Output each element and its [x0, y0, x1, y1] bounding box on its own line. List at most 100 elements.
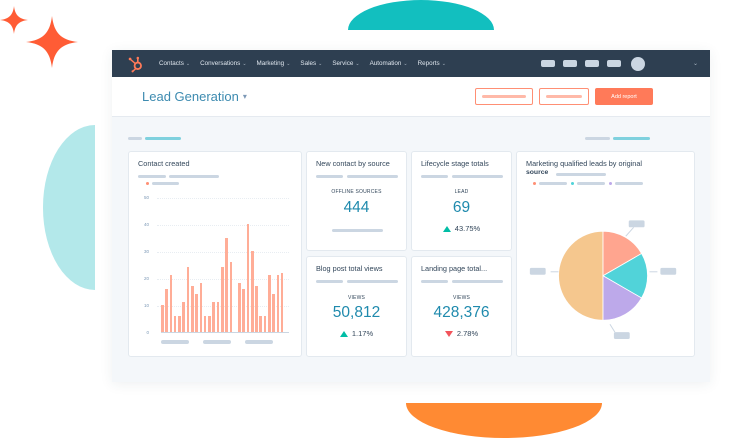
caret-down-icon: ▾ [242, 92, 247, 101]
bar[interactable] [208, 315, 211, 332]
bar[interactable] [165, 288, 168, 332]
nav-conversations[interactable]: Conversations ⌄ [200, 60, 246, 67]
bar[interactable] [250, 251, 254, 332]
button-label-placeholder [482, 95, 526, 98]
bar[interactable] [220, 267, 224, 332]
card-contact-created[interactable]: Contact created 50 40 30 20 10 0 [128, 151, 302, 357]
nav-service-label: Service [332, 60, 354, 67]
y-tick: 40 [143, 222, 149, 227]
x-axis-label-placeholder [245, 340, 273, 344]
stat-value: 428,376 [433, 304, 490, 321]
card-lifecycle-stage-totals[interactable]: Lifecycle stage totals LEAD 69 43.75% [411, 151, 512, 251]
date-range-filter[interactable] [145, 137, 181, 140]
stat-change: 1.17% [307, 329, 406, 338]
view-filter[interactable] [613, 137, 650, 140]
trend-up-icon [442, 225, 451, 232]
nav-utility-button-3[interactable] [584, 60, 599, 67]
subtitle-placeholder [138, 175, 166, 178]
sparkle-small-icon [0, 6, 28, 34]
pie-slice-source-d [558, 230, 604, 321]
bar[interactable] [178, 315, 181, 332]
button-label-placeholder [546, 95, 582, 98]
legend-dot-source-b [571, 182, 574, 185]
y-tick: 30 [143, 249, 149, 254]
bar[interactable] [255, 286, 258, 332]
nav-sales-label: Sales [300, 60, 317, 67]
bar[interactable] [182, 302, 185, 332]
subtitle-placeholder [316, 280, 343, 283]
bar[interactable] [276, 275, 280, 332]
nav-reports-label: Reports [417, 60, 440, 67]
card-mql-by-source[interactable]: Marketing qualified leads by original so… [516, 151, 695, 357]
bar[interactable] [272, 294, 275, 332]
stat-footer-placeholder [332, 229, 383, 232]
nav-utility-button-4[interactable] [606, 60, 621, 67]
light-teal-half-circle-decoration [43, 125, 95, 290]
nav-sales[interactable]: Sales ⌄ [300, 60, 322, 67]
legend-label-placeholder[interactable] [615, 182, 643, 185]
card-title: New contact by source [316, 159, 390, 168]
stat-label: OFFLINE SOURCES [331, 189, 382, 195]
teal-half-circle-decoration [348, 0, 494, 30]
nav-utility-button-2[interactable] [562, 60, 577, 67]
bar[interactable] [161, 305, 164, 332]
bar[interactable] [259, 315, 263, 332]
bar[interactable] [225, 237, 228, 332]
chevron-down-icon: ⌄ [286, 60, 291, 67]
bar[interactable] [229, 261, 233, 332]
legend-dot-source-a [533, 182, 536, 185]
nav-contacts[interactable]: Contacts ⌄ [159, 60, 190, 67]
stat-change: 43.75% [412, 224, 511, 233]
bar[interactable] [280, 272, 284, 332]
y-tick: 0 [146, 330, 149, 335]
bar[interactable] [242, 288, 245, 332]
chevron-down-icon: ⌄ [242, 60, 247, 67]
subtitle-placeholder [556, 173, 606, 176]
bar[interactable] [216, 302, 220, 332]
bar[interactable] [173, 315, 177, 332]
chevron-down-icon: ⌄ [318, 60, 323, 67]
card-blog-post-total-views[interactable]: Blog post total views VIEWS 50,812 1.17% [306, 256, 407, 357]
add-report-button[interactable]: Add report [595, 88, 653, 105]
legend-label-placeholder[interactable] [577, 182, 605, 185]
dashboard-selector[interactable]: Lead Generation ▾ [142, 89, 247, 104]
account-chevron-down-icon[interactable]: ⌄ [692, 61, 698, 67]
nav-utility-button-1[interactable] [540, 60, 555, 67]
user-avatar[interactable] [630, 56, 645, 71]
top-navigation: Contacts ⌄ Conversations ⌄ Marketing ⌄ Sale… [112, 50, 710, 77]
page-header: Lead Generation ▾ Add report [112, 77, 710, 117]
nav-marketing[interactable]: Marketing ⌄ [257, 60, 291, 67]
x-axis-label-placeholder [203, 340, 231, 344]
nav-automation-label: Automation [369, 60, 402, 67]
card-new-contact-by-source[interactable]: New contact by source OFFLINE SOURCES 44… [306, 151, 407, 251]
bar[interactable] [186, 267, 190, 332]
stat-label: VIEWS [347, 295, 366, 301]
bar[interactable] [263, 315, 267, 332]
bar[interactable] [190, 286, 194, 332]
bar[interactable] [195, 294, 198, 332]
nav-utility-area: ⌄ [540, 56, 710, 71]
pie-chart [529, 220, 677, 340]
bar[interactable] [268, 275, 271, 332]
secondary-action-button-1[interactable] [475, 88, 533, 105]
bar[interactable] [212, 302, 215, 332]
bar[interactable] [203, 315, 207, 332]
card-landing-page-total[interactable]: Landing page total... VIEWS 428,376 2.78… [411, 256, 512, 357]
legend-label-placeholder[interactable] [539, 182, 567, 185]
gridline [157, 252, 289, 253]
nav-automation[interactable]: Automation ⌄ [370, 60, 408, 67]
stat-value: 444 [343, 199, 370, 216]
nav-service[interactable]: Service ⌄ [332, 60, 359, 67]
bar[interactable] [169, 275, 173, 332]
hubspot-sprocket-icon[interactable] [127, 55, 145, 73]
nav-marketing-label: Marketing [256, 60, 285, 67]
bar[interactable] [199, 283, 203, 332]
change-percent: 2.78% [456, 329, 479, 338]
secondary-action-button-2[interactable] [539, 88, 589, 105]
card-title: Landing page total... [421, 264, 488, 273]
bar[interactable] [238, 283, 241, 332]
gridline [157, 198, 289, 199]
bar[interactable] [246, 224, 250, 332]
nav-reports[interactable]: Reports ⌄ [418, 60, 446, 67]
gridline [157, 225, 289, 226]
